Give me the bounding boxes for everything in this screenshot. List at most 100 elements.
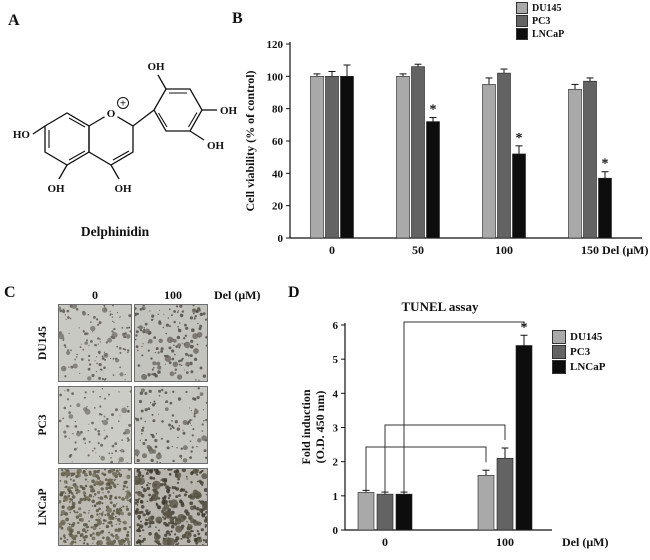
cell-speckle	[69, 542, 73, 545]
cell-speckle	[149, 402, 152, 404]
cell-speckle	[151, 368, 154, 371]
cell-speckle	[100, 487, 104, 491]
cell-speckle	[101, 502, 104, 505]
cell-speckle	[140, 510, 144, 514]
cell-speckle	[191, 446, 194, 449]
cell-speckle	[92, 390, 95, 393]
cell-speckle	[90, 340, 93, 343]
cell-speckle	[149, 469, 153, 474]
cell-speckle	[62, 417, 65, 420]
y-tick-label: 0	[278, 233, 284, 245]
cell-speckle	[126, 326, 129, 329]
cell-speckle	[173, 516, 177, 520]
cell-speckle	[189, 456, 192, 459]
cell-speckle	[139, 308, 143, 311]
chart-title: TUNEL assay	[402, 299, 479, 314]
cell-speckle	[102, 536, 105, 540]
cell-speckle	[102, 522, 105, 525]
cell-speckle	[204, 539, 207, 543]
cell-speckle	[108, 452, 111, 455]
cell-speckle	[142, 305, 145, 307]
cell-speckle	[91, 505, 94, 507]
cell-speckle	[95, 518, 98, 521]
cell-speckle	[113, 479, 116, 482]
cell-speckle	[67, 494, 71, 498]
cell-speckle	[171, 445, 174, 448]
cell-speckle	[61, 469, 64, 472]
cell-speckle	[178, 346, 181, 349]
cell-speckle	[204, 524, 207, 527]
cell-speckle	[171, 349, 175, 353]
cell-speckle	[176, 427, 180, 431]
cell-speckle	[100, 455, 106, 461]
significance-star: *	[602, 157, 609, 172]
panel-a-label: A	[8, 12, 20, 29]
cell-speckle	[126, 486, 129, 489]
cell-speckle	[180, 364, 183, 367]
double-bond	[68, 150, 86, 161]
ring-oxygen-label: O	[107, 108, 116, 120]
cell-speckle	[164, 407, 169, 411]
cell-speckle	[199, 471, 201, 474]
x-tick-label: 50	[412, 243, 424, 257]
cell-speckle	[146, 486, 150, 491]
cell-speckle	[190, 423, 192, 425]
cell-speckle	[118, 347, 122, 350]
micrograph-grid	[58, 304, 208, 546]
cell-speckle	[88, 423, 90, 425]
cell-speckle	[117, 529, 121, 533]
cell-speckle	[193, 348, 199, 354]
cell-speckle	[66, 475, 68, 478]
cell-speckle	[148, 339, 153, 344]
cell-speckle	[81, 528, 86, 532]
micrograph-du145-100	[135, 305, 207, 381]
y-tick-label: 80	[272, 104, 284, 116]
cell-speckle	[151, 521, 155, 525]
cell-speckle	[136, 498, 139, 502]
cell-speckle	[184, 334, 188, 337]
cell-speckle	[96, 520, 102, 526]
cell-speckle	[178, 359, 181, 363]
cell-speckle	[119, 469, 121, 471]
cell-speckle	[92, 532, 95, 535]
cell-speckle	[102, 492, 104, 494]
cell-speckle	[138, 399, 143, 404]
cell-speckle	[93, 470, 97, 474]
y-tick-label: 3	[333, 423, 339, 435]
cell-speckle	[118, 420, 120, 422]
cell-speckle	[126, 405, 129, 408]
cell-speckle	[126, 437, 129, 440]
cell-speckle	[149, 310, 151, 312]
cell-speckle	[155, 347, 159, 351]
cell-speckle	[140, 409, 144, 413]
cell-speckle	[189, 344, 194, 349]
cell-speckle	[139, 543, 142, 545]
cell-speckle	[59, 333, 65, 340]
cell-speckle	[88, 494, 93, 498]
cell-speckle	[175, 472, 182, 479]
cell-speckle	[83, 511, 86, 514]
cell-speckle	[118, 539, 124, 545]
cell-speckle	[66, 472, 71, 477]
y-tick-label: 6	[333, 320, 339, 332]
cell-speckle	[161, 497, 164, 500]
cell-speckle	[148, 389, 152, 393]
cell-speckle	[181, 342, 183, 344]
cell-speckle	[79, 485, 83, 489]
cell-speckle	[176, 311, 179, 313]
cell-speckle	[192, 489, 199, 495]
cell-speckle	[190, 481, 193, 484]
cell-speckle	[201, 423, 204, 426]
cell-speckle	[182, 429, 184, 431]
cell-speckle	[135, 345, 139, 348]
cell-speckle	[97, 490, 101, 494]
cell-speckle	[64, 486, 66, 488]
cell-speckle	[198, 479, 202, 483]
cell-speckle	[85, 469, 87, 470]
cell-speckle	[105, 435, 109, 438]
cell-speckle	[129, 330, 131, 333]
cell-speckle	[69, 453, 73, 457]
cell-speckle	[64, 435, 67, 438]
cell-speckle	[122, 488, 125, 491]
cell-speckle	[187, 354, 190, 357]
